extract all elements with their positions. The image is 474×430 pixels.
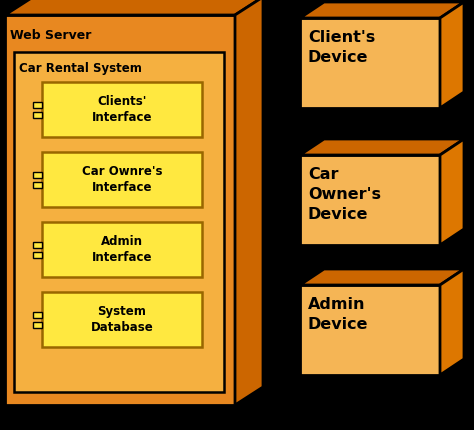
Text: Clients'
Interface: Clients' Interface bbox=[92, 95, 152, 124]
Polygon shape bbox=[300, 139, 464, 155]
Polygon shape bbox=[440, 139, 464, 245]
Bar bbox=[33, 311, 42, 317]
Polygon shape bbox=[5, 15, 235, 405]
Text: System
Database: System Database bbox=[91, 305, 154, 334]
Bar bbox=[33, 172, 42, 178]
Polygon shape bbox=[300, 269, 464, 285]
Text: Admin
Interface: Admin Interface bbox=[92, 235, 152, 264]
Text: Web Server: Web Server bbox=[10, 29, 91, 42]
Bar bbox=[14, 52, 224, 392]
Bar bbox=[33, 322, 42, 328]
Bar bbox=[33, 111, 42, 117]
Polygon shape bbox=[300, 285, 440, 375]
Text: Admin
Device: Admin Device bbox=[308, 297, 368, 332]
Bar bbox=[42, 292, 202, 347]
Polygon shape bbox=[440, 2, 464, 108]
Polygon shape bbox=[300, 155, 440, 245]
Bar bbox=[33, 252, 42, 258]
Polygon shape bbox=[235, 0, 263, 405]
Bar bbox=[42, 152, 202, 207]
Text: Car Ownre's
Interface: Car Ownre's Interface bbox=[82, 165, 162, 194]
Bar bbox=[42, 222, 202, 277]
Polygon shape bbox=[300, 18, 440, 108]
Bar bbox=[42, 82, 202, 137]
Bar bbox=[33, 181, 42, 187]
Polygon shape bbox=[440, 269, 464, 375]
Polygon shape bbox=[5, 0, 263, 15]
Text: Client's
Device: Client's Device bbox=[308, 30, 375, 65]
Text: Car
Owner's
Device: Car Owner's Device bbox=[308, 167, 381, 221]
Text: Car Rental System: Car Rental System bbox=[19, 62, 142, 75]
Polygon shape bbox=[300, 2, 464, 18]
Bar bbox=[33, 101, 42, 108]
Bar bbox=[33, 242, 42, 248]
